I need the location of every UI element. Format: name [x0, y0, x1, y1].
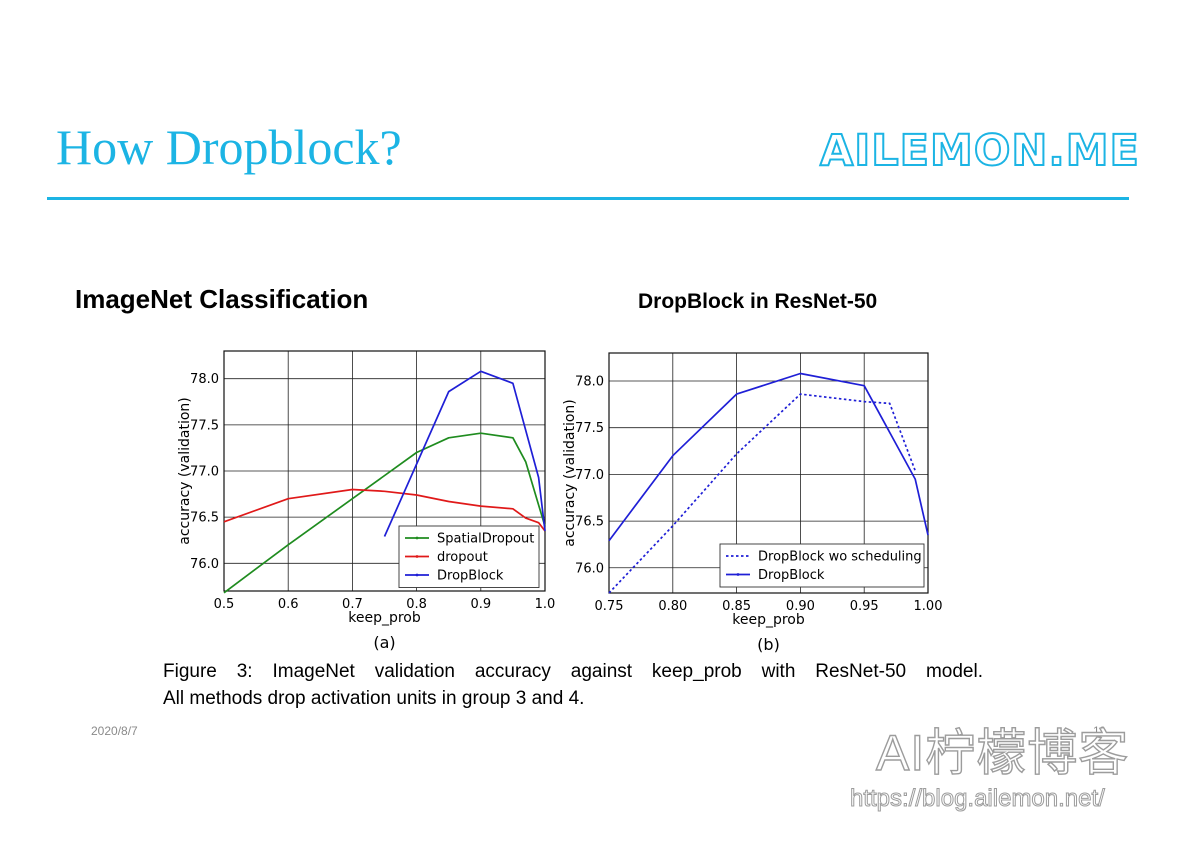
title-divider	[47, 197, 1129, 200]
plot-frame	[223, 350, 546, 592]
chart-b: 0.75 0.80 0.85 0.90 0.95 1.00 76.0 76.5 77.0 77.5…	[562, 352, 943, 654]
y-tick-label: 78.0	[190, 372, 219, 387]
heading-dropblock-resnet: DropBlock in ResNet-50	[638, 290, 878, 313]
x-tick-label: 0.9	[470, 597, 491, 612]
slide-title: How Dropblock?	[56, 119, 402, 175]
legend-marker	[736, 573, 740, 576]
y-tick-label: 77.5	[190, 418, 219, 433]
legend-label: dropout	[437, 550, 488, 565]
legend-marker	[415, 573, 419, 577]
y-tick-label: 76.0	[575, 561, 604, 576]
series-line-dropblock	[383, 370, 546, 537]
y-tick-label: 77.0	[190, 465, 219, 480]
legend-label: DropBlock	[437, 569, 504, 584]
x-tick-label: 0.6	[278, 597, 299, 612]
caption-line-1: Figure 3: ImageNet validation accuracy a…	[163, 661, 983, 682]
legend-marker	[415, 555, 419, 558]
y-tick-label: 76.5	[575, 515, 604, 530]
x-tick-label: 0.8	[406, 597, 427, 612]
legend-box	[719, 543, 925, 588]
y-tick-label: 76.5	[190, 511, 219, 526]
x-tick-label: 0.5	[214, 597, 235, 612]
y-tick-label: 77.5	[575, 421, 604, 436]
heading-imagenet-classification: ImageNet Classification	[75, 284, 369, 314]
caption-line-2: All methods drop activation units in gro…	[163, 688, 585, 709]
panel-label: (a)	[373, 633, 395, 652]
x-tick-label: 0.90	[786, 599, 815, 614]
legend-marker	[415, 536, 419, 540]
x-tick-label: 0.80	[658, 599, 687, 614]
chart-panel-a: 0.5 0.6 0.7 0.8 0.9 1.0 76.0 76.5 77.0 77.5 78.0 ke…	[170, 340, 565, 665]
x-axis-label: keep_prob	[732, 612, 805, 628]
chart-a: 0.5 0.6 0.7 0.8 0.9 1.0 76.0 76.5 77.0 77.5 78.0 ke…	[177, 350, 556, 652]
x-tick-label: 1.0	[535, 597, 556, 612]
figure-caption: Figure 3: ImageNet validation accuracy a…	[163, 658, 983, 712]
y-tick-label: 78.0	[575, 375, 604, 390]
x-tick-label: 0.85	[722, 599, 751, 614]
x-tick-label: 0.95	[850, 599, 879, 614]
legend-label: SpatialDropout	[437, 532, 534, 547]
y-tick-label: 76.0	[190, 557, 219, 572]
plot-frame	[608, 352, 929, 594]
chart-panel-b: 0.75 0.80 0.85 0.90 0.95 1.00 76.0 76.5 77.0 77.5…	[558, 340, 953, 665]
y-axis-label: accuracy (validation)	[562, 399, 578, 546]
y-axis-label: accuracy (validation)	[177, 397, 193, 544]
panel-label: (b)	[757, 635, 780, 654]
watermark-url: https://blog.ailemon.net/	[850, 785, 1106, 812]
legend-label: DropBlock wo scheduling	[758, 550, 922, 565]
watermark-text: AI柠檬博客	[875, 725, 1130, 781]
x-tick-label: 1.00	[914, 599, 943, 614]
page-number: 11	[1093, 724, 1106, 738]
slide-date: 2020/8/7	[91, 724, 138, 738]
series-line-dropout	[223, 488, 546, 532]
x-tick-label: 0.7	[342, 597, 363, 612]
x-axis-label: keep_prob	[348, 610, 421, 626]
series-line-dropblock	[608, 372, 929, 542]
x-tick-label: 0.75	[595, 599, 624, 614]
series-line-spatialdropout	[223, 432, 546, 594]
brand-logo: AILEMON.ME	[819, 126, 1140, 176]
series-line-dropblock-wo-scheduling	[608, 393, 916, 594]
y-tick-label: 77.0	[575, 468, 604, 483]
legend-label: DropBlock	[758, 568, 825, 583]
